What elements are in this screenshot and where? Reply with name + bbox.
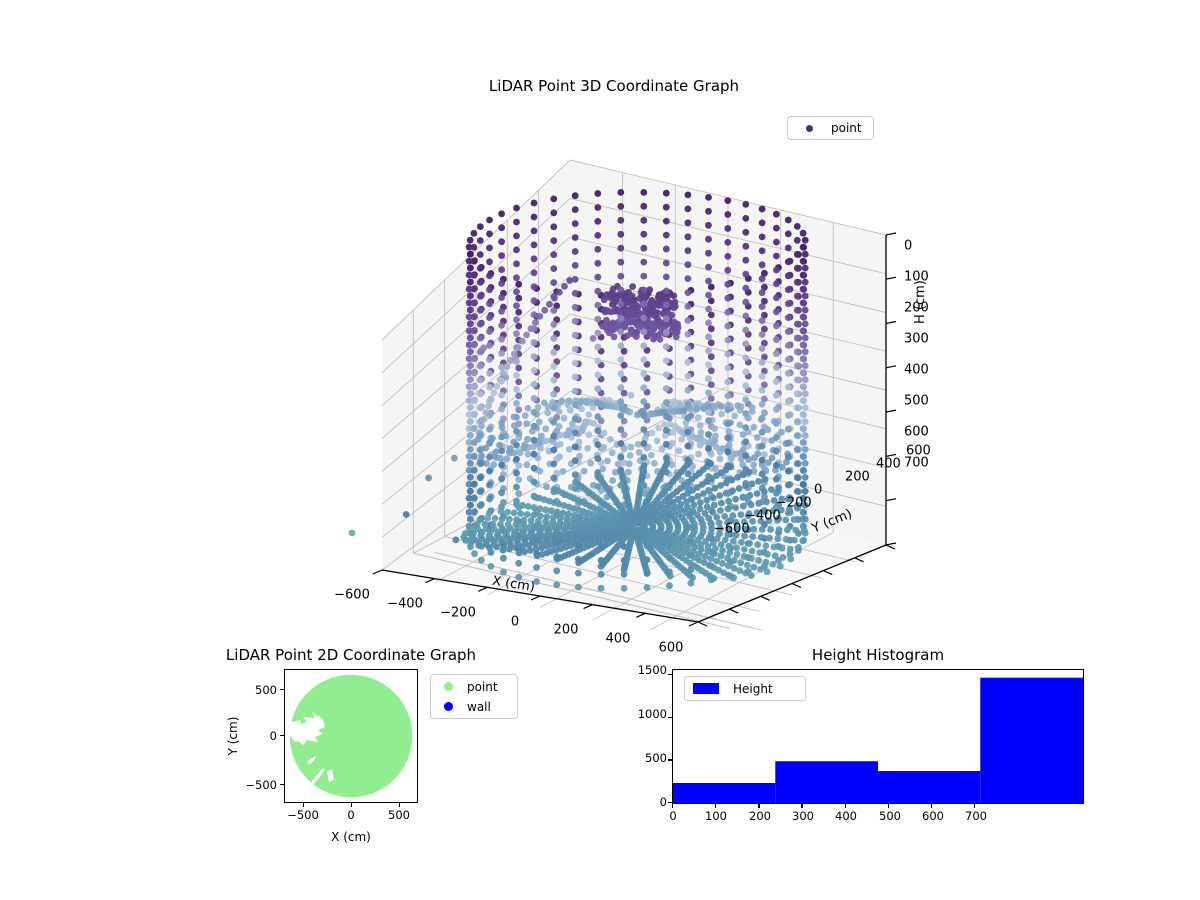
plot3d-xtick-6: 600 — [658, 640, 684, 656]
plot3d-ztick-7: 700 — [904, 455, 929, 471]
legend-entry-wall: wall — [431, 697, 517, 717]
histogram-canvas — [673, 677, 1083, 803]
legend-point-label: point — [831, 121, 862, 135]
plot3d-canvas — [348, 159, 897, 630]
histogram-xtick-6: 600 — [922, 809, 944, 823]
plot3d-xtick-2: −200 — [440, 605, 476, 621]
legend-point-marker — [806, 124, 813, 132]
plot2d-ytickmark-0 — [280, 689, 284, 691]
plot3d-xtick-0: −600 — [334, 587, 370, 603]
histogram-bars — [673, 677, 1083, 803]
legend-height-label: Height — [733, 681, 773, 696]
histogram-ytick-0: 0 — [659, 795, 667, 809]
plot3d-ztick-5: 500 — [904, 393, 929, 409]
histogram-xtick-7: 700 — [965, 809, 987, 823]
legend-entry-point: point — [431, 677, 517, 697]
plot2d-xtickmark-1 — [351, 803, 353, 807]
plot3d-axes[interactable]: −600 −400 −200 0 200 400 600 600 400 200… — [300, 140, 940, 656]
plot2d-xtickmark-2 — [399, 803, 401, 807]
plot3d-ytick-6: −600 — [714, 521, 750, 537]
plot3d-xtick-5: 400 — [605, 631, 631, 647]
plot3d-ztick-6: 600 — [904, 424, 929, 440]
plot3d-xticks — [372, 569, 699, 627]
histogram-xtick-1: 100 — [705, 809, 727, 823]
plot2d-axes[interactable] — [284, 669, 418, 803]
histogram-title: Height Histogram — [811, 646, 945, 664]
plot2d-canvas — [287, 672, 415, 800]
plot2d-ytick-2: −500 — [245, 778, 277, 792]
legend-wall-label: wall — [467, 699, 491, 714]
plot3d-ytick-4: −200 — [776, 495, 812, 511]
plot3d-ztick-1: 100 — [904, 269, 929, 285]
plot3d-ztick-3: 300 — [904, 331, 929, 347]
plot3d-ztick-2: 200 — [904, 300, 929, 316]
plot3d-ztick-4: 400 — [904, 362, 929, 378]
plot2d-title: LiDAR Point 2D Coordinate Graph — [225, 646, 477, 664]
plot3d-ytick-0: 600 — [906, 443, 931, 459]
histogram-xtick-5: 500 — [879, 809, 901, 823]
plot3d-ytick-5: −400 — [745, 508, 781, 524]
histogram-ytick-1: 500 — [645, 751, 667, 765]
histogram-xtick-3: 300 — [792, 809, 814, 823]
plot3d-xtick-1: −400 — [387, 596, 423, 612]
plot3d-scatter-points — [348, 189, 809, 592]
plot2d-xtickmark-0 — [303, 803, 305, 807]
plot2d-ylabel: Y (cm) — [226, 716, 240, 756]
plot3d-panes — [382, 160, 886, 622]
histogram-xtick-2: 200 — [749, 809, 771, 823]
plot3d-ytick-1: 400 — [876, 456, 901, 472]
plot2d-point-cloud — [287, 672, 415, 800]
plot3d-legend: point — [787, 116, 874, 140]
histogram-xtick-4: 400 — [835, 809, 857, 823]
plot3d-title: LiDAR Point 3D Coordinate Graph — [488, 77, 740, 95]
plot3d-xtick-4: 200 — [553, 622, 579, 638]
plot3d-ytick-2: 200 — [845, 469, 870, 485]
legend-point-label-2d: point — [467, 679, 498, 694]
legend-point-marker-2d — [444, 682, 453, 691]
plot3d-ytick-3: 0 — [814, 482, 823, 498]
histogram-ytick-2: 1000 — [637, 707, 667, 721]
plot2d-xtick-0: −500 — [287, 808, 319, 822]
plot2d-xlabel: X (cm) — [331, 830, 371, 844]
plot3d-zlabel: H (cm) — [913, 280, 928, 324]
plot2d-legend: point wall — [430, 674, 518, 719]
histogram-ytick-3: 1500 — [637, 663, 667, 677]
plot3d-yticks — [697, 544, 896, 627]
plot3d-ztick-0: 0 — [904, 238, 913, 254]
plot3d-zticks — [885, 232, 897, 546]
plot2d-ytick-0: 500 — [255, 683, 277, 697]
plot2d-xtick-1: 0 — [347, 808, 355, 822]
plot2d-xtick-2: 500 — [388, 808, 410, 822]
legend-height-swatch — [693, 683, 719, 694]
histogram-legend: Height — [684, 676, 806, 701]
plot2d-ytickmark-2 — [280, 784, 284, 786]
plot2d-ytick-1: 0 — [269, 729, 277, 743]
plot3d-xtick-3: 0 — [510, 614, 520, 630]
legend-wall-marker — [444, 702, 453, 711]
histogram-xtick-0: 0 — [669, 809, 677, 823]
plot2d-ytickmark-1 — [280, 735, 284, 737]
